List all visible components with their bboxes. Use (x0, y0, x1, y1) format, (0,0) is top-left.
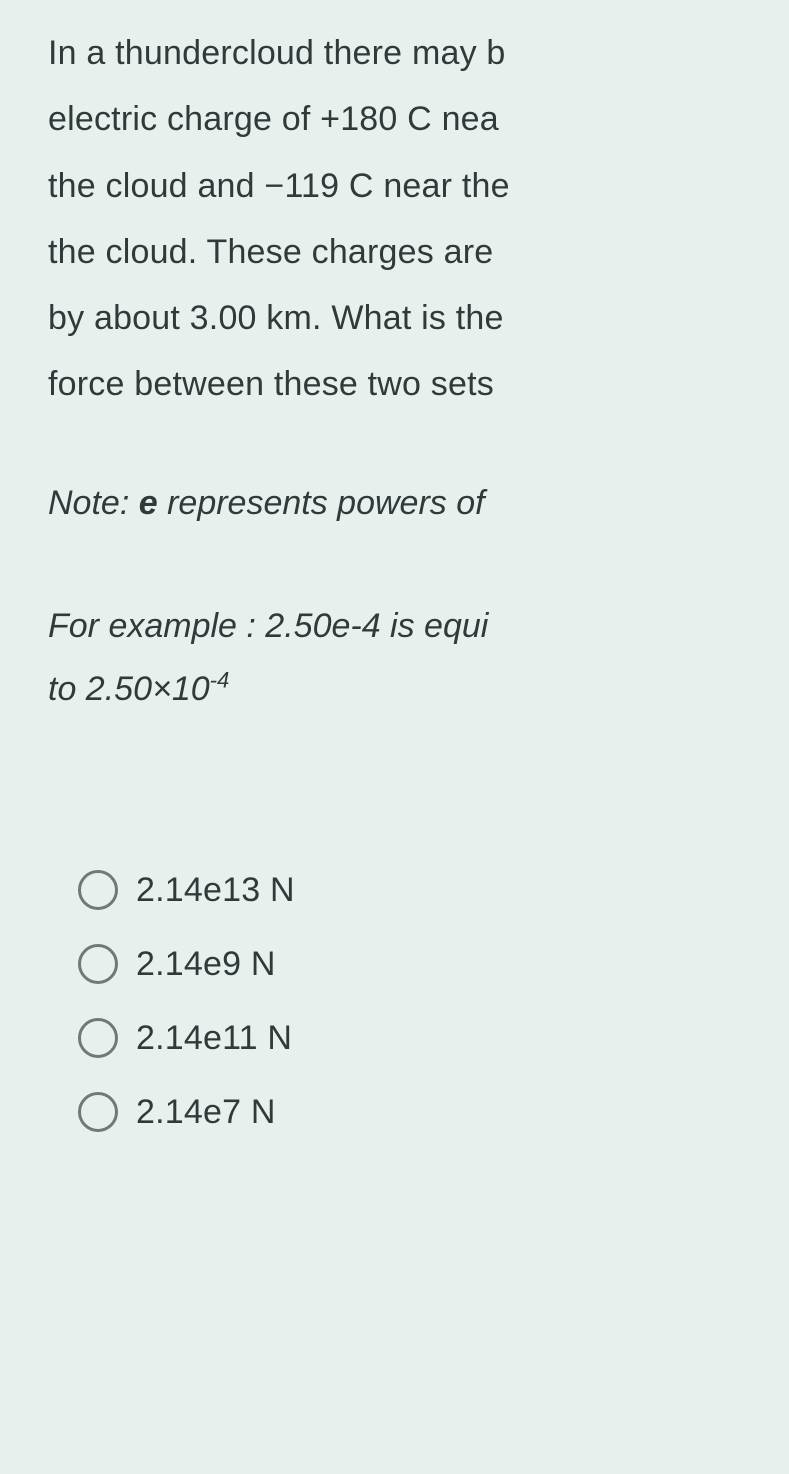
note-bold: e (139, 484, 158, 522)
question-line: by about 3.00 km. What is the (48, 299, 504, 337)
example-superscript: -4 (210, 667, 230, 692)
question-text: In a thundercloud there may b electric c… (48, 20, 789, 418)
radio-icon[interactable] (78, 870, 118, 910)
radio-icon[interactable] (78, 944, 118, 984)
question-line: electric charge of +180 C nea (48, 100, 499, 138)
note-prefix: Note: (48, 484, 139, 522)
example-line2-prefix: to 2.50×10 (48, 670, 210, 708)
option-row[interactable]: 2.14e13 N (78, 870, 789, 910)
option-label: 2.14e7 N (136, 1093, 276, 1132)
question-line: the cloud and −119 C near the (48, 167, 510, 205)
option-label: 2.14e11 N (136, 1019, 292, 1058)
question-line: force between these two sets (48, 365, 494, 403)
option-row[interactable]: 2.14e9 N (78, 944, 789, 984)
example-text: For example : 2.50e-4 is equi to 2.50×10… (48, 595, 789, 721)
note-text: Note: e represents powers of (48, 472, 789, 535)
option-row[interactable]: 2.14e11 N (78, 1018, 789, 1058)
radio-icon[interactable] (78, 1092, 118, 1132)
question-line: the cloud. These charges are (48, 233, 493, 271)
option-label: 2.14e13 N (136, 871, 295, 910)
question-line: In a thundercloud there may b (48, 34, 506, 72)
note-suffix: represents powers of (158, 484, 485, 522)
example-line1: For example : 2.50e-4 is equi (48, 607, 488, 645)
radio-icon[interactable] (78, 1018, 118, 1058)
option-row[interactable]: 2.14e7 N (78, 1092, 789, 1132)
option-label: 2.14e9 N (136, 945, 276, 984)
options-group: 2.14e13 N 2.14e9 N 2.14e11 N 2.14e7 N (78, 870, 789, 1132)
